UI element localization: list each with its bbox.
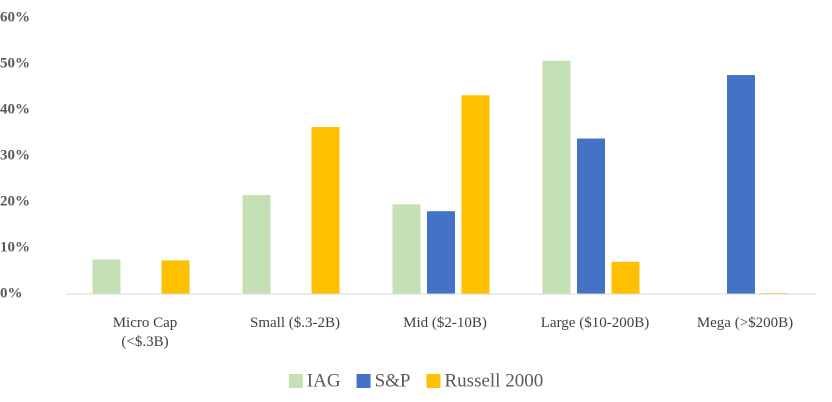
bar <box>577 138 605 294</box>
y-tick-label: 10% <box>0 239 30 255</box>
bar <box>427 211 455 294</box>
bar <box>542 60 571 294</box>
legend-label: IAG <box>307 370 341 391</box>
bar <box>392 204 421 294</box>
bar <box>242 195 271 294</box>
legend-swatch <box>356 374 371 388</box>
bar <box>461 95 490 294</box>
x-tick-label: Mid ($2-10B) <box>403 315 487 331</box>
y-tick-label: 40% <box>0 101 30 117</box>
bar <box>92 259 121 294</box>
legend-label: Russell 2000 <box>445 370 544 391</box>
legend-swatch <box>288 374 303 388</box>
legend-label: S&P <box>375 370 411 391</box>
y-tick-label: 60% <box>0 9 30 25</box>
bar <box>611 261 640 294</box>
x-tick-label: Small ($.3-2B) <box>250 315 340 331</box>
y-tick-label: 30% <box>0 147 30 163</box>
x-tick-label: Mega (>$200B) <box>696 315 794 331</box>
legend-swatch <box>426 374 441 388</box>
x-tick-label: Large ($10-200B) <box>540 315 650 331</box>
y-tick-label: 0% <box>0 285 23 301</box>
y-tick-label: 50% <box>0 55 30 71</box>
bar <box>161 260 190 294</box>
x-tick-label: Micro Cap (<$.3B) <box>112 315 178 350</box>
y-tick-label: 20% <box>0 193 30 209</box>
bar <box>727 75 755 294</box>
bar <box>311 127 340 295</box>
